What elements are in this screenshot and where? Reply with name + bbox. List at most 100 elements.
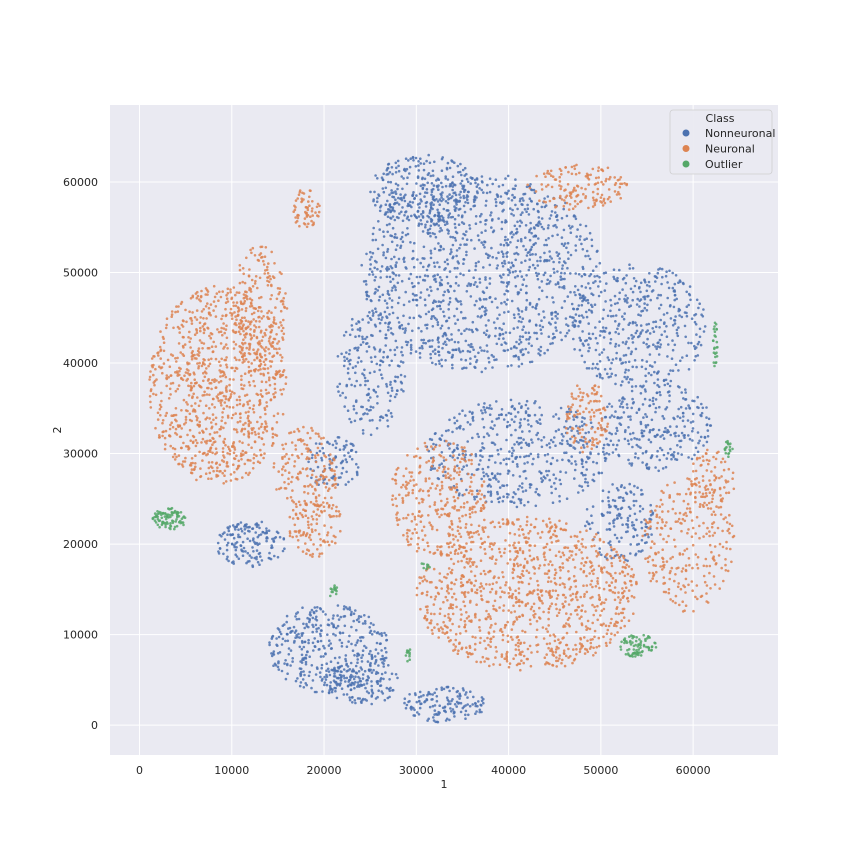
data-point: [592, 473, 596, 476]
data-point: [432, 261, 436, 265]
data-point: [315, 630, 319, 633]
data-point: [512, 501, 516, 505]
data-point: [521, 353, 524, 357]
data-point: [514, 203, 517, 207]
data-point: [279, 309, 283, 313]
data-point: [424, 341, 428, 345]
data-point: [610, 304, 613, 307]
data-point: [455, 419, 459, 423]
data-point: [487, 434, 491, 437]
data-point: [235, 398, 239, 402]
data-point: [535, 433, 538, 437]
data-point: [274, 372, 278, 376]
data-point: [412, 316, 416, 320]
data-point: [376, 196, 379, 200]
data-point: [236, 421, 240, 424]
data-point: [505, 241, 508, 245]
data-point: [650, 533, 653, 536]
data-point: [638, 285, 641, 289]
data-point: [514, 354, 518, 358]
data-point: [514, 284, 518, 288]
data-point: [580, 485, 584, 488]
data-point: [623, 437, 627, 441]
data-point: [473, 495, 476, 499]
data-point: [434, 363, 438, 366]
data-point: [430, 219, 433, 223]
data-point: [261, 395, 264, 398]
data-point: [239, 544, 242, 547]
data-point: [272, 354, 276, 358]
data-point: [627, 442, 631, 446]
data-point: [464, 453, 468, 457]
data-point: [512, 313, 516, 317]
data-point: [382, 350, 386, 354]
data-point: [567, 329, 571, 332]
data-point: [597, 294, 601, 298]
data-point: [485, 406, 489, 410]
data-point: [531, 462, 534, 466]
data-point: [631, 267, 635, 270]
data-point: [195, 331, 199, 335]
data-point: [689, 421, 693, 424]
data-point: [397, 169, 401, 173]
data-point: [302, 645, 306, 649]
data-point: [490, 472, 494, 476]
data-point: [212, 300, 216, 303]
data-point: [525, 306, 528, 309]
data-point: [596, 249, 599, 253]
data-point: [518, 338, 522, 341]
data-point: [448, 689, 451, 693]
data-point: [233, 311, 236, 314]
data-point: [521, 430, 524, 433]
data-point: [547, 259, 551, 262]
data-point: [357, 617, 360, 620]
data-point: [341, 466, 345, 470]
data-point: [487, 360, 491, 364]
data-point: [578, 320, 581, 323]
data-point: [252, 404, 256, 407]
data-point: [405, 217, 409, 220]
data-point: [389, 380, 392, 384]
data-point: [410, 708, 413, 711]
data-point: [265, 425, 269, 428]
data-point: [385, 385, 389, 388]
data-point: [482, 435, 486, 439]
data-point: [418, 700, 421, 703]
data-point: [438, 276, 442, 279]
data-point: [346, 371, 350, 375]
data-point: [197, 347, 201, 350]
data-point: [365, 335, 369, 339]
data-point: [471, 436, 474, 440]
data-point: [480, 180, 484, 183]
data-point: [369, 396, 372, 399]
data-point: [301, 678, 305, 681]
data-point: [539, 349, 542, 353]
data-point: [235, 430, 239, 434]
data-point: [263, 272, 267, 275]
data-point: [624, 558, 627, 562]
data-point: [252, 318, 255, 321]
data-point: [580, 275, 584, 278]
data-point: [334, 446, 338, 450]
data-point: [554, 477, 558, 480]
data-point: [524, 331, 527, 335]
data-point: [454, 281, 458, 285]
data-point: [598, 353, 601, 356]
data-point: [514, 184, 517, 187]
data-point: [417, 160, 420, 163]
data-point: [675, 328, 679, 332]
data-point: [366, 342, 369, 345]
data-point: [196, 362, 199, 365]
data-point: [616, 514, 619, 517]
data-point: [635, 303, 639, 306]
data-point: [626, 301, 629, 304]
data-point: [385, 275, 389, 279]
data-point: [298, 684, 302, 688]
data-point: [473, 303, 477, 307]
data-point: [554, 310, 557, 314]
data-point: [232, 451, 236, 455]
data-point: [643, 279, 646, 282]
data-point: [507, 280, 511, 284]
data-point: [240, 430, 243, 433]
